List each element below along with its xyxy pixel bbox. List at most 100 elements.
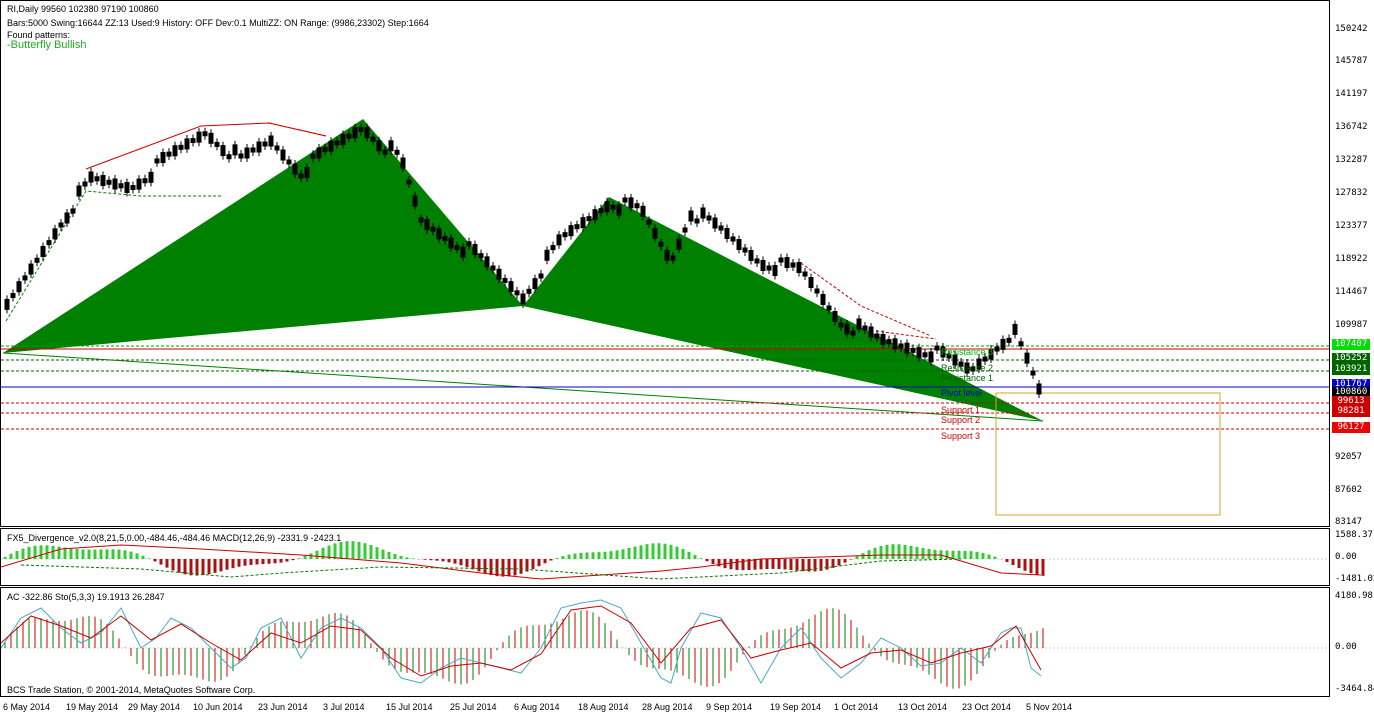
- candle: [550, 245, 556, 251]
- ac-tick: 0.00: [1335, 642, 1357, 652]
- candle: [688, 210, 694, 222]
- candle: [772, 265, 778, 276]
- candle: [394, 149, 400, 155]
- candle: [76, 185, 82, 197]
- candle: [262, 141, 268, 147]
- histogram-bar: [639, 545, 643, 559]
- candle: [610, 204, 616, 210]
- target-zone-box: [995, 392, 1221, 516]
- price-tick: 118922: [1335, 254, 1368, 264]
- histogram-bar: [675, 546, 679, 559]
- histogram-bar: [963, 550, 967, 559]
- histogram-bar: [345, 541, 349, 559]
- candle: [232, 144, 238, 156]
- candle: [640, 205, 646, 217]
- histogram-bar: [591, 552, 595, 559]
- histogram-bar: [603, 551, 607, 559]
- candle: [58, 222, 64, 228]
- candle: [328, 140, 334, 152]
- candle: [268, 135, 274, 147]
- support1-label: Support 1: [941, 405, 981, 415]
- histogram-bar: [819, 559, 823, 571]
- candle: [634, 203, 640, 209]
- candle: [70, 208, 76, 214]
- candle: [1000, 338, 1006, 350]
- date-tick: 18 Aug 2014: [578, 702, 629, 712]
- histogram-bar: [159, 559, 163, 565]
- histogram-bar: [543, 559, 547, 564]
- candle: [304, 167, 310, 179]
- histogram-bar: [291, 559, 295, 561]
- candle: [616, 204, 622, 216]
- histogram-bar: [435, 559, 439, 561]
- candle: [466, 241, 472, 247]
- candle: [130, 185, 136, 191]
- price-axis[interactable]: 150242 145787 141197 136742 132287 12783…: [1330, 0, 1374, 527]
- candle: [1036, 383, 1042, 395]
- histogram-bar: [363, 543, 367, 559]
- histogram-bar: [489, 559, 493, 576]
- candle: [766, 265, 772, 271]
- price-badge-current: 100860: [1332, 387, 1370, 398]
- candle: [898, 343, 904, 349]
- candle: [604, 201, 610, 213]
- histogram-bar: [45, 545, 49, 559]
- fx5-tick: -1481.02: [1335, 574, 1374, 584]
- histogram-bar: [765, 559, 769, 570]
- histogram-bar: [687, 551, 691, 559]
- main-chart-pane[interactable]: RI,Daily 99560 102380 97190 100860 Bars:…: [0, 0, 1330, 527]
- histogram-bar: [615, 550, 619, 559]
- histogram-bar: [777, 559, 781, 570]
- histogram-bar: [243, 559, 247, 566]
- ac-stochastic-pane[interactable]: AC -322.86 Sto(5,3,3) 19.1913 26.2847 BC…: [0, 587, 1330, 697]
- candle: [142, 178, 148, 184]
- candle: [904, 342, 910, 354]
- histogram-bar: [681, 549, 685, 559]
- candle: [148, 171, 154, 183]
- fx5-divergence-pane[interactable]: FX5_Divergence_v2.0(8,21,5,0.00,-484.46,…: [0, 528, 1330, 586]
- symbol-line: RI,Daily 99560 102380 97190 100860: [7, 4, 159, 14]
- resistance1-label: Resistance 1: [941, 373, 994, 383]
- histogram-bar: [183, 559, 187, 575]
- candle: [436, 228, 442, 240]
- ac-canvas[interactable]: [1, 588, 1330, 697]
- candle: [658, 241, 664, 247]
- candle: [736, 239, 742, 250]
- candle: [826, 305, 832, 311]
- histogram-bar: [561, 556, 565, 559]
- candle: [166, 151, 172, 157]
- histogram-bar: [951, 550, 955, 559]
- histogram-bar: [525, 559, 529, 572]
- candle: [868, 326, 874, 338]
- candle: [178, 144, 184, 150]
- histogram-bar: [297, 558, 301, 559]
- lower-channel: [5, 190, 221, 322]
- histogram-bar: [207, 559, 211, 575]
- candle: [214, 141, 220, 147]
- histogram-bar: [303, 555, 307, 559]
- macd-histogram: [3, 541, 1045, 577]
- candle: [388, 140, 394, 152]
- upper-channel: [85, 122, 327, 170]
- candle: [82, 181, 88, 187]
- candle: [340, 134, 346, 146]
- histogram-bar: [735, 559, 739, 570]
- price-badge-resistance2: 105252: [1332, 353, 1370, 364]
- price-tick: 127832: [1335, 188, 1368, 198]
- candle: [376, 140, 382, 152]
- histogram-bar: [519, 559, 523, 574]
- candle: [976, 358, 982, 370]
- candle: [208, 132, 214, 144]
- histogram-bar: [231, 559, 235, 569]
- price-chart-canvas[interactable]: [1, 1, 1330, 527]
- candle: [124, 182, 130, 193]
- date-tick: 19 May 2014: [66, 702, 119, 712]
- candle: [694, 218, 700, 224]
- fx5-canvas[interactable]: [1, 529, 1330, 586]
- histogram-bar: [621, 549, 625, 559]
- histogram-bar: [531, 559, 535, 569]
- candle: [418, 217, 424, 223]
- histogram-bar: [549, 559, 553, 561]
- histogram-bar: [627, 547, 631, 559]
- price-badge-resistance1: 103921: [1332, 364, 1370, 375]
